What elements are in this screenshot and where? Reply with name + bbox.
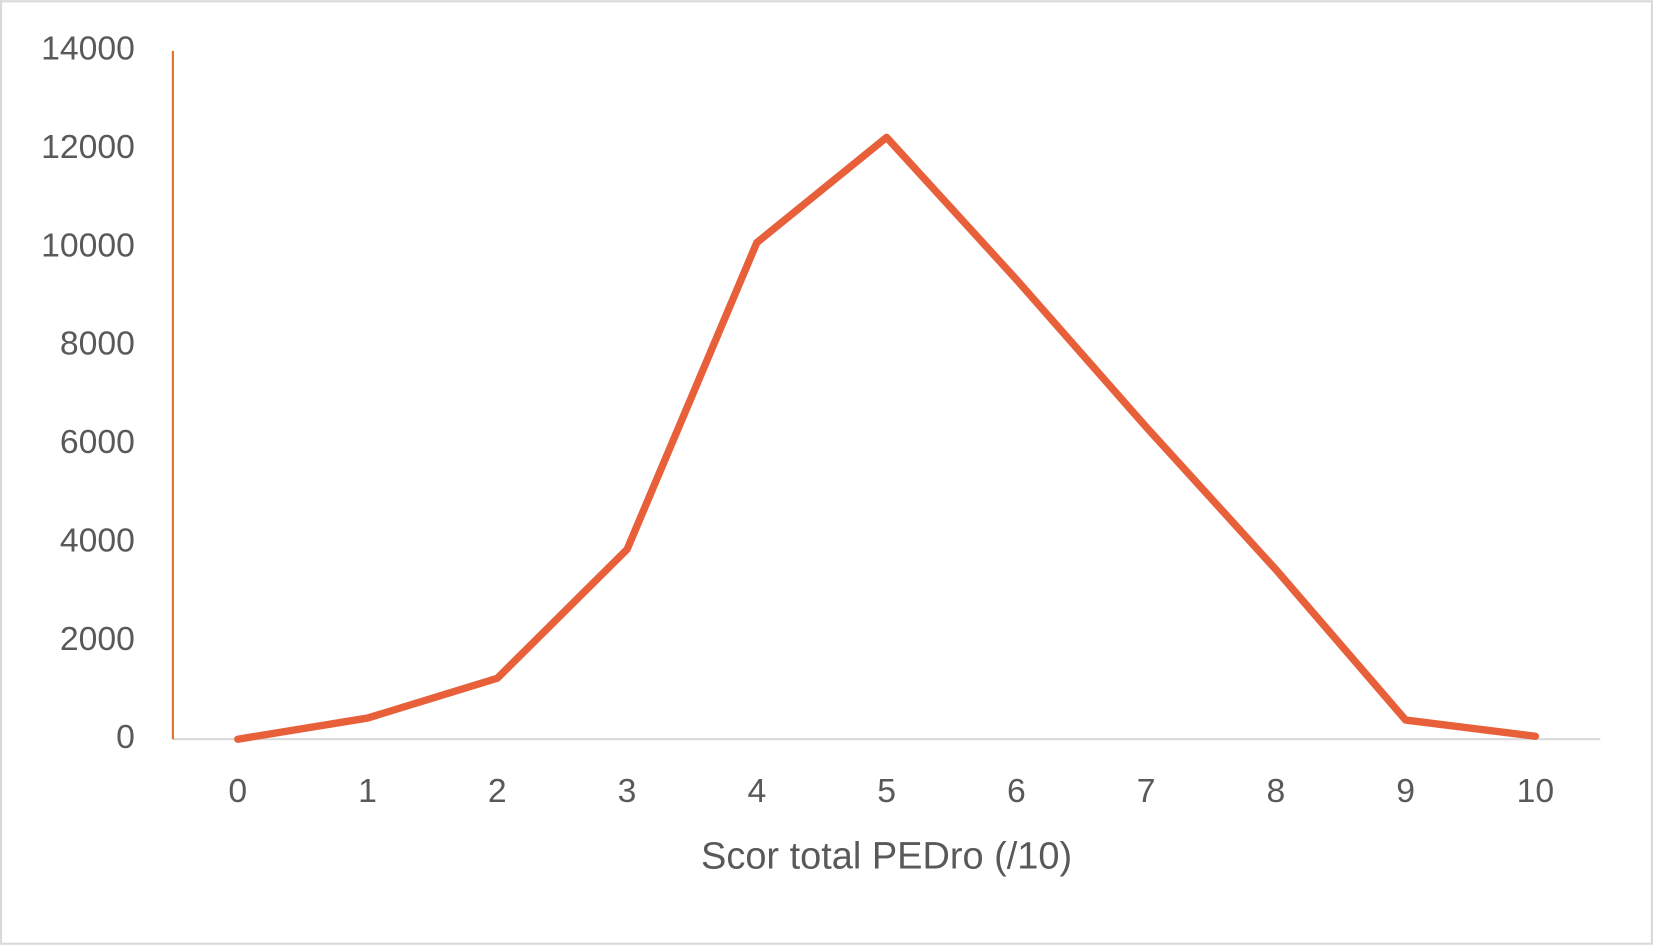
y-tick-label: 8000 [60, 325, 135, 363]
y-tick-label: 6000 [60, 423, 135, 461]
x-tick-label: 1 [358, 772, 377, 810]
x-tick-label: 0 [228, 772, 247, 810]
y-tick-label: 12000 [41, 128, 135, 166]
x-tick-label: 3 [618, 772, 637, 810]
y-tick-label: 10000 [41, 226, 135, 264]
x-tick-label: 2 [488, 772, 507, 810]
y-tick-label: 4000 [60, 521, 135, 559]
x-tick-label: 7 [1137, 772, 1156, 810]
y-tick-label: 0 [116, 718, 135, 756]
y-tick-label: 2000 [60, 620, 135, 658]
x-tick-label: 10 [1517, 772, 1555, 810]
x-tick-label: 9 [1396, 772, 1415, 810]
x-tick-label: 4 [747, 772, 766, 810]
x-axis-title: Scor total PEDro (/10) [701, 835, 1072, 877]
data-line [234, 133, 1540, 743]
x-tick-label: 6 [1007, 772, 1026, 810]
y-tick-label: 14000 [41, 30, 135, 68]
x-tick-label: 8 [1266, 772, 1285, 810]
x-tick-label: 5 [877, 772, 896, 810]
